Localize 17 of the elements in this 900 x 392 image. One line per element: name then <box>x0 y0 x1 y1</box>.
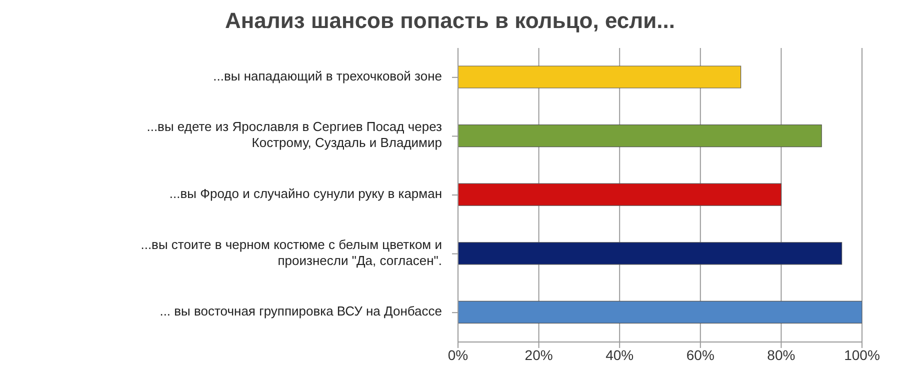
bar <box>458 300 862 324</box>
x-tick-label: 100% <box>844 346 880 363</box>
y-tick-label: ...вы едете из Ярославля в Сергиев Посад через Кострому, Суздаль и Владимир <box>146 120 442 151</box>
x-tick-label: 60% <box>686 346 714 363</box>
x-tick-label: 40% <box>606 346 634 363</box>
x-tick-label: 20% <box>524 346 553 363</box>
bar <box>458 183 782 206</box>
y-tick-label: ... вы восточная группировка ВСУ на Донбассе <box>160 304 442 320</box>
chart-title: Анализ шансов попасть в кольцо, если... <box>224 8 676 35</box>
x-tick-label: 0% <box>448 346 468 363</box>
y-tick-label: ...вы нападающий в трехочковой зоне <box>213 68 442 84</box>
y-tick-label: ...вы стоите в черном костюме с белым цветком и произнесли "Да, согласен". <box>140 237 442 268</box>
bar <box>458 66 742 88</box>
bar <box>458 242 842 265</box>
bar <box>458 124 822 148</box>
x-tick-label: 80% <box>767 346 796 363</box>
y-tick-label: ...вы Фродо и случайно сунули руку в карман <box>169 186 442 202</box>
